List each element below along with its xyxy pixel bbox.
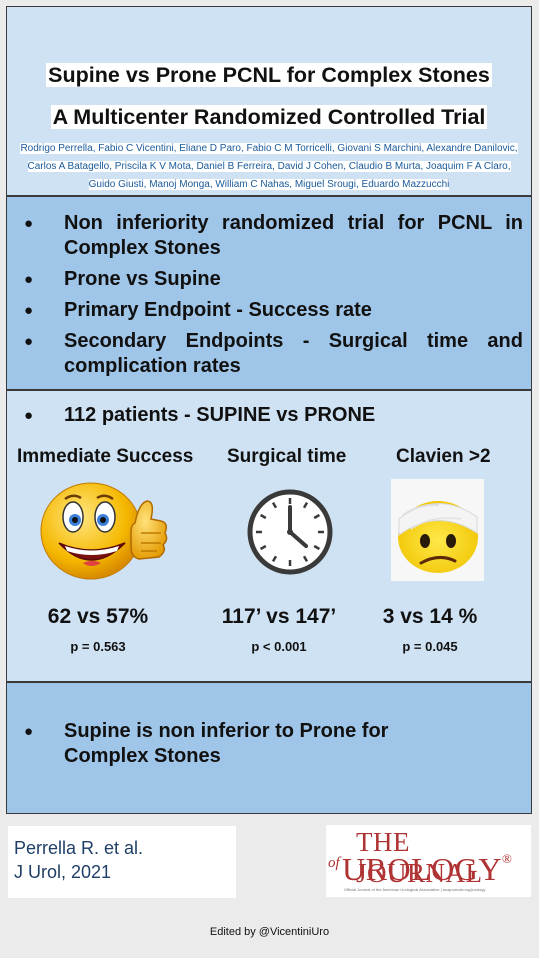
journal-logo-name: UROLOGY® bbox=[342, 851, 513, 887]
citation-journal: J Urol, 2021 bbox=[14, 862, 112, 882]
metric-label-success: Immediate Success bbox=[17, 446, 194, 467]
metric-value-clavien: 3 vs 14 % bbox=[382, 605, 478, 628]
journal-logo-of: of bbox=[328, 855, 340, 871]
title-line-1: Supine vs Prone PCNL for Complex Stones bbox=[46, 63, 492, 87]
metric-value-success: 62 vs 57% bbox=[47, 605, 149, 628]
design-bullet: Primary Endpoint - Success rate bbox=[24, 298, 523, 323]
metric-label-surgical-time: Surgical time bbox=[227, 446, 347, 467]
design-bullet: Non inferiority randomized trial for PCN… bbox=[24, 211, 523, 261]
study-design-panel: Non inferiority randomized trial for PCN… bbox=[6, 196, 532, 390]
cohort-list: 112 patients - SUPINE vs PRONE bbox=[24, 403, 523, 428]
cohort-bullet: 112 patients - SUPINE vs PRONE bbox=[24, 403, 523, 428]
conclusion-list: Supine is non inferior to Prone for Comp… bbox=[24, 719, 471, 769]
p-value-clavien: p = 0.045 bbox=[402, 639, 458, 654]
design-bullet: Prone vs Supine bbox=[24, 267, 523, 292]
metric-label-clavien: Clavien >2 bbox=[396, 446, 491, 467]
edited-by-credit: Edited by @VicentiniUro bbox=[209, 926, 330, 938]
conclusion-panel: Supine is non inferior to Prone for Comp… bbox=[6, 682, 532, 814]
results-panel: 112 patients - SUPINE vs PRONE Immediate… bbox=[6, 390, 532, 682]
bandaged-emoji-icon bbox=[391, 479, 484, 581]
journal-logo-subtitle: Official Journal of the American Urologi… bbox=[344, 887, 486, 892]
author-list: Rodrigo Perrella, Fabio C Vicentini, Eli… bbox=[20, 143, 518, 190]
design-bullet: Secondary Endpoints - Surgical time and … bbox=[24, 329, 523, 379]
clock-icon bbox=[247, 489, 333, 575]
metric-value-surgical-time: 117’ vs 147’ bbox=[221, 605, 337, 628]
citation-box: Perrella R. et al. J Urol, 2021 bbox=[8, 826, 236, 898]
thumbs-up-emoji-icon bbox=[40, 482, 168, 580]
conclusion-bullet: Supine is non inferior to Prone for Comp… bbox=[24, 719, 471, 769]
journal-logo: THE JOURNAL of UROLOGY® Official Journal… bbox=[326, 825, 531, 897]
p-value-success: p = 0.563 bbox=[70, 639, 126, 654]
study-design-list: Non inferiority randomized trial for PCN… bbox=[24, 211, 523, 385]
title-panel: Supine vs Prone PCNL for Complex Stones … bbox=[6, 6, 532, 196]
journal-logo-the: THE JOURNAL bbox=[356, 827, 483, 888]
title-line-2: A Multicenter Randomized Controlled Tria… bbox=[50, 105, 488, 129]
p-value-surgical-time: p < 0.001 bbox=[251, 639, 307, 654]
citation-authors: Perrella R. et al. bbox=[14, 838, 144, 858]
